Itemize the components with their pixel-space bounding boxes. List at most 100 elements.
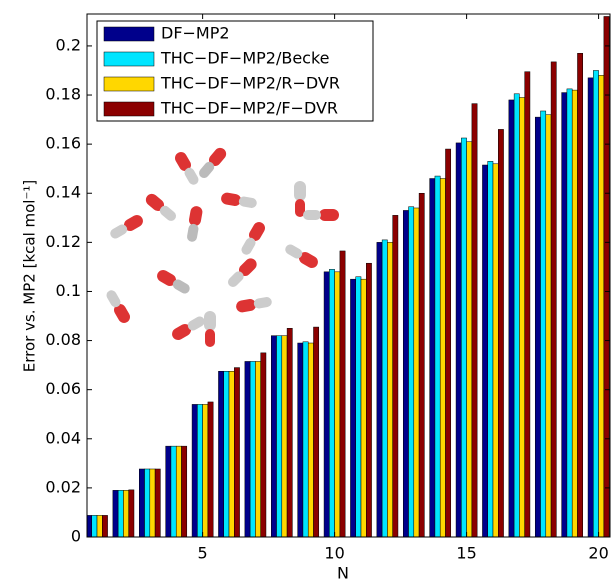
- bar: [149, 468, 156, 537]
- y-tick-label: 0.08: [45, 330, 81, 349]
- legend-swatch: [103, 26, 155, 42]
- y-tick-label: 0.02: [45, 477, 81, 496]
- bar: [487, 161, 494, 537]
- bar: [577, 53, 584, 537]
- bar: [302, 341, 309, 537]
- bar: [587, 77, 594, 537]
- bar: [366, 262, 372, 537]
- x-tick-label: 15: [456, 544, 476, 563]
- bar: [392, 215, 399, 537]
- bar: [603, 16, 610, 537]
- bar: [276, 335, 283, 537]
- y-tick-label: 0.04: [45, 428, 81, 447]
- bar: [223, 371, 230, 537]
- y-tick-label: 0.18: [45, 85, 81, 104]
- bar: [534, 116, 541, 537]
- x-tick-label: 20: [588, 544, 608, 563]
- y-tick-label: 0.2: [56, 35, 81, 54]
- y-axis-label: Error vs. MP2 [kcal mol⁻¹]: [21, 180, 39, 373]
- bar: [91, 515, 98, 537]
- bar: [492, 163, 499, 537]
- y-tick-label: 0.14: [45, 183, 81, 202]
- bar: [418, 192, 425, 537]
- bar: [313, 326, 320, 537]
- bar: [593, 70, 599, 537]
- bar: [455, 142, 462, 537]
- legend-label: THC−DF−MP2/F−DVR: [160, 99, 338, 118]
- bar: [255, 361, 261, 537]
- bar: [165, 445, 172, 537]
- bar: [249, 361, 256, 537]
- bar: [334, 271, 341, 537]
- bar: [513, 93, 520, 537]
- bar: [307, 342, 314, 537]
- legend-label: THC−DF−MP2/R−DVR: [160, 74, 340, 93]
- bar: [429, 178, 436, 537]
- bar: [139, 468, 145, 537]
- legend-swatch: [103, 76, 155, 92]
- bar: [281, 335, 288, 537]
- bar: [439, 178, 446, 537]
- bar: [376, 242, 383, 537]
- bar: [234, 367, 240, 537]
- y-tick-label: 0.12: [45, 232, 81, 251]
- bar: [244, 361, 251, 537]
- bar: [566, 88, 573, 537]
- y-tick-label: 0.16: [45, 134, 81, 153]
- bar: [286, 328, 293, 537]
- legend-swatch: [103, 101, 155, 117]
- y-tick-label: 0.06: [45, 379, 81, 398]
- bar: [329, 269, 335, 537]
- bar: [181, 445, 188, 537]
- bar: [524, 71, 531, 537]
- bar: [175, 445, 182, 537]
- bar: [218, 371, 224, 537]
- bar: [381, 239, 388, 537]
- bar: [339, 250, 346, 537]
- bar: [360, 278, 367, 537]
- bar: [550, 61, 557, 537]
- bar: [228, 371, 235, 537]
- bar: [482, 164, 488, 537]
- bar: [355, 276, 362, 537]
- legend: DF−MP2 THC−DF−MP2/Becke THC−DF−MP2/R−DVR TH…: [96, 20, 374, 122]
- bar: [112, 490, 119, 537]
- legend-swatch: [103, 51, 155, 67]
- y-tick-label: 0: [71, 527, 81, 546]
- bar: [498, 129, 504, 537]
- x-tick-label: 5: [198, 544, 208, 563]
- legend-label: THC−DF−MP2/Becke: [160, 49, 330, 68]
- bar: [545, 114, 552, 537]
- legend-label: DF−MP2: [161, 24, 230, 43]
- bar: [144, 468, 151, 537]
- bar: [519, 97, 525, 537]
- bar: [408, 206, 415, 537]
- bar: [297, 342, 304, 537]
- molecule-image: [106, 147, 339, 347]
- x-tick-label: 10: [324, 544, 344, 563]
- bar: [402, 210, 409, 537]
- bar: [202, 404, 209, 537]
- bar: [207, 401, 214, 537]
- bar: [540, 110, 547, 537]
- bar: [102, 515, 108, 537]
- plot-frame: [86, 13, 611, 538]
- bar: [561, 92, 568, 537]
- bar: [471, 103, 478, 537]
- y-tick-label: 0.1: [56, 281, 81, 300]
- bar: [323, 271, 330, 537]
- bar: [96, 515, 103, 537]
- bar: [445, 148, 452, 537]
- bar: [197, 404, 203, 537]
- bar: [170, 445, 177, 537]
- bar: [434, 175, 441, 537]
- bar: [350, 278, 356, 537]
- bar: [387, 242, 393, 537]
- bar: [128, 489, 135, 537]
- bar: [508, 99, 515, 537]
- bar: [260, 352, 267, 537]
- bar: [461, 137, 467, 537]
- bar: [191, 404, 198, 537]
- bar: [154, 468, 161, 537]
